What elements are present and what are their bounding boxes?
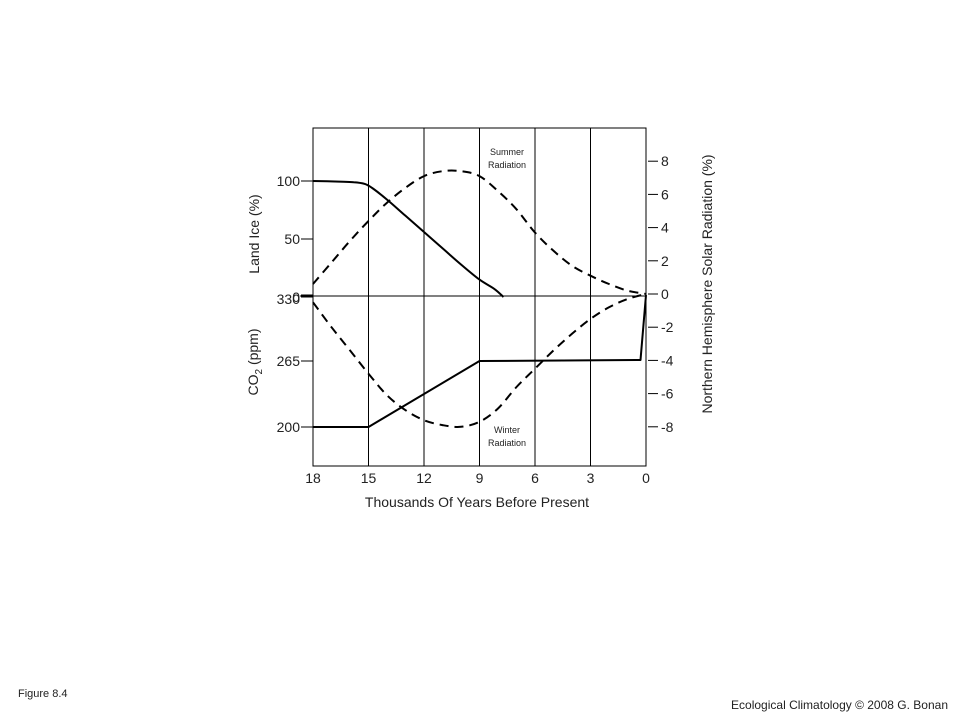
x-tick-label-3: 3 [587,470,595,486]
co2-label-main: CO [245,374,261,395]
co2-tick-label-200: 200 [277,419,301,435]
solar-tick-label-8: 8 [661,153,669,169]
winter-radiation-line [312,293,647,428]
co2-line [313,294,647,428]
plot-frame-group [300,127,647,467]
co2-label-unit: (ppm) [245,328,261,368]
summer-radiation-line [312,169,647,295]
solar-tick-label-minus2: -2 [661,319,674,335]
co2-tick-label-265: 265 [277,353,301,369]
solar-tick-label-0: 0 [661,286,669,302]
land-ice-axis-title: Land Ice (%) [246,194,262,273]
x-axis-title: Thousands Of Years Before Present [365,494,589,510]
land-ice-tick-label-100: 100 [277,173,301,189]
land-ice-tick-label-50: 50 [284,231,300,247]
solar-tick-label-minus8: -8 [661,419,674,435]
co2-tick-label-330: 330 [277,291,301,307]
x-tick-label-12: 12 [416,470,432,486]
land-ice-line [312,180,505,298]
x-tick-label-15: 15 [361,470,377,486]
x-tick-label-9: 9 [476,470,484,486]
ticks-group: 18 15 12 9 6 3 0 0 50 100 200 265 330 8 6 4 2 0 -2 -4 -6 -8 [277,153,674,486]
data-marks-group [312,169,647,428]
x-tick-label-0: 0 [642,470,650,486]
winter-radiation-label-line1: Winter [494,425,520,435]
copyright-notice: Ecological Climatology © 2008 G. Bonan [731,698,948,712]
land-ice-tick-label-0: 0 [292,289,300,305]
solar-tick-label-6: 6 [661,186,669,202]
summer-radiation-label-line1: Summer [490,147,524,157]
solar-tick-label-4: 4 [661,220,669,236]
solar-tick-label-minus6: -6 [661,386,674,402]
figure-label: Figure 8.4 [18,688,68,700]
summer-radiation-label-line2: Radiation [488,160,526,170]
co2-label-subscript: 2 [254,369,265,375]
solar-tick-label-minus4: -4 [661,352,674,368]
co2-axis-title: CO2 (ppm) [245,328,265,395]
solar-axis-title: Northern Hemisphere Solar Radiation (%) [699,154,715,413]
winter-radiation-label-line2: Radiation [488,438,526,448]
x-tick-label-6: 6 [531,470,539,486]
x-tick-label-18: 18 [305,470,321,486]
solar-tick-label-2: 2 [661,253,669,269]
